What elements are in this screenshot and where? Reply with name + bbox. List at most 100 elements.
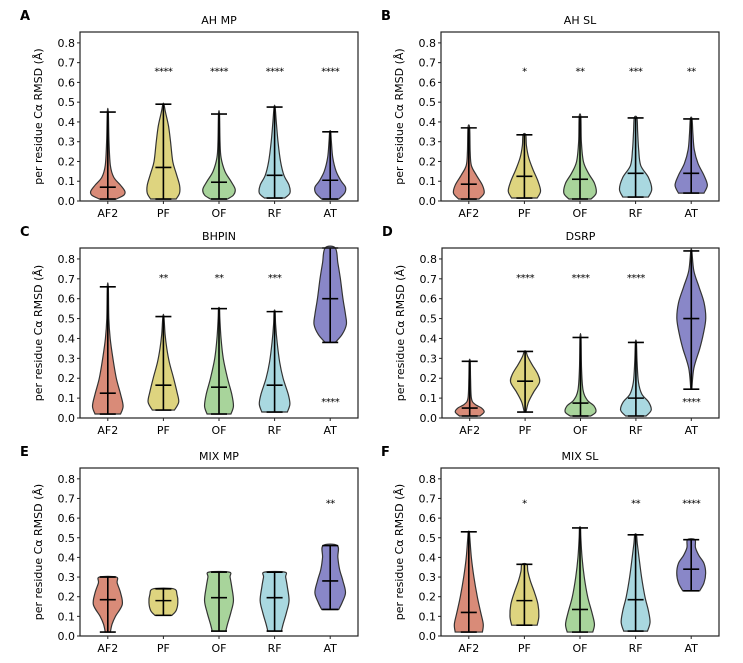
y-tick-label: 0.6 [58,76,76,89]
y-tick-label: 0.3 [419,136,437,149]
violin-of: ** [203,273,235,415]
y-tick-label: 0.8 [419,473,437,486]
significance-label: **** [682,498,701,509]
panel-title: DSRP [566,230,596,243]
y-tick-label: 0.1 [58,175,76,188]
significance-label: **** [321,397,340,408]
x-tick-label: AT [685,642,699,655]
y-tick-label: 0.5 [58,313,76,326]
axes-frame [79,467,359,637]
x-tick-label: RF [268,424,282,437]
x-tick-label: PF [519,424,532,437]
significance-label: **** [266,67,285,78]
significance-label: ** [215,273,225,284]
violin-at: ** [314,498,347,611]
x-tick-label: AF2 [97,424,118,437]
y-tick-label: 0.6 [58,512,76,525]
y-tick-label: 0.1 [419,175,437,188]
y-axis-label: per residue Cα RMSD (Å) [32,265,45,401]
significance-label: **** [682,397,701,408]
panel-letter: A [20,9,30,24]
x-tick-label: AF2 [459,424,480,437]
violin-rf: *** [258,273,291,413]
violin-rf: ** [620,498,651,632]
significance-label: **** [572,273,591,284]
x-tick-label: RF [629,207,643,220]
violin-pf: * [509,498,540,626]
violin-pf: **** [509,273,541,413]
axes-frame [440,467,720,637]
violin-rf [259,570,290,632]
axes-frame [79,31,359,202]
x-tick-label: PF [157,642,170,655]
violin-af2 [91,282,124,415]
axes-frame [441,247,720,419]
violin-af2 [454,358,485,417]
violin-of [203,570,235,632]
y-tick-label: 0.1 [58,392,76,405]
significance-label: **** [321,67,340,78]
x-tick-label: PF [157,424,170,437]
y-tick-label: 0.0 [420,412,438,425]
x-tick-label: OF [573,424,588,437]
panel-letter: D [382,225,393,240]
x-tick-label: AF2 [458,642,479,655]
x-tick-label: AT [685,424,699,437]
x-tick-label: AT [324,642,338,655]
panel-title: MIX SL [562,450,600,463]
axes-frame [79,247,359,419]
y-tick-label: 0.0 [58,630,76,643]
x-tick-label: AF2 [458,207,479,220]
y-tick-label: 0.8 [420,253,438,266]
violin-of: ** [563,67,597,200]
significance-label: * [522,67,527,78]
y-tick-label: 0.7 [420,273,438,286]
y-axis-label: per residue Cα RMSD (Å) [393,48,406,184]
y-axis-label: per residue Cα RMSD (Å) [394,265,407,401]
y-tick-label: 0.7 [58,273,76,286]
panel-c: C BHPIN 0.0 0.1 0.2 0.3 0.4 0.5 0.6 0.7 0.8 per res… [20,225,359,437]
y-tick-label: 0.2 [419,591,437,604]
significance-label: *** [268,273,282,284]
y-tick-label: 0.6 [419,76,437,89]
significance-label: ** [687,67,697,78]
y-tick-label: 0.2 [58,155,76,168]
panel-d: D DSRP 0.0 0.1 0.2 0.3 0.4 0.5 0.6 0.7 0.8 per resi… [382,225,720,437]
panel-letter: B [381,9,391,24]
y-tick-label: 0.3 [58,571,76,584]
violin-rf: **** [258,67,291,199]
x-tick-label: RF [268,642,282,655]
y-tick-label: 0.5 [58,96,76,109]
violin-af2 [453,530,484,633]
significance-label: **** [516,273,535,284]
violin-at: **** [676,247,707,408]
significance-label: **** [210,67,229,78]
x-tick-label: OF [212,642,227,655]
y-axis-label: per residue Cα RMSD (Å) [32,48,45,184]
panel-a: A AH MP 0.0 0.1 0.2 0.3 0.4 0.5 0.6 0.7 0.8 per res… [20,9,359,220]
panel-letter: E [20,445,29,460]
y-tick-label: 0.8 [58,37,76,50]
violin-of: **** [202,67,236,200]
y-tick-label: 0.6 [420,293,438,306]
x-tick-label: AT [324,424,338,437]
y-tick-label: 0.2 [420,372,438,385]
violin-of [564,526,596,633]
y-tick-label: 0.7 [419,57,437,70]
y-tick-label: 0.8 [419,37,437,50]
violin-pf: **** [146,67,181,200]
y-tick-label: 0.5 [58,532,76,545]
x-tick-label: RF [629,642,643,655]
y-tick-label: 0.5 [420,313,438,326]
x-tick-label: AF2 [97,207,118,220]
y-tick-label: 0.5 [419,96,437,109]
y-tick-label: 0.2 [58,372,76,385]
y-tick-label: 0.2 [58,591,76,604]
y-tick-label: 0.1 [58,610,76,623]
significance-label: *** [629,67,643,78]
y-tick-label: 0.8 [58,253,76,266]
y-tick-label: 0.1 [419,610,437,623]
panel-letter: C [20,225,30,240]
y-tick-label: 0.3 [419,571,437,584]
